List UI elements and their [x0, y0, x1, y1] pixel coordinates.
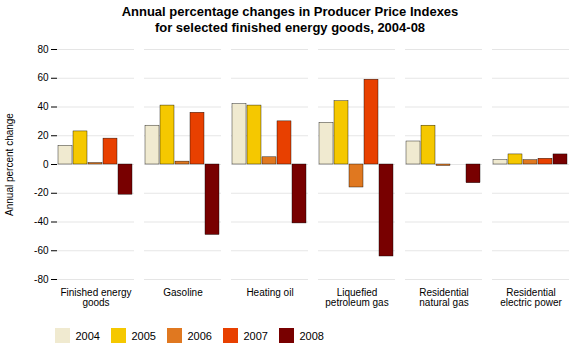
svg-text:20: 20 — [37, 130, 49, 141]
html-text:Annual percentage changes in P: Annual percentage changes in Producer Pr… — [121, 4, 459, 35]
html-text:2005: 2005 — [131, 329, 156, 342]
html-text:2004: 2004 — [75, 329, 100, 342]
svg-text:Annual percent change: Annual percent change — [4, 113, 15, 216]
svg-text:Residentialelectric power: Residentialelectric power — [500, 287, 562, 308]
html-text:2007: 2007 — [243, 329, 268, 342]
svg-text:Gasoline: Gasoline — [163, 287, 203, 298]
svg-text:80: 80 — [37, 44, 49, 55]
svg-text:0: 0 — [43, 159, 49, 170]
svg-text:-60: -60 — [34, 245, 49, 256]
html-text:2008: 2008 — [299, 329, 324, 342]
svg-text:-20: -20 — [34, 188, 49, 199]
svg-text:Finished energygoods: Finished energygoods — [60, 287, 131, 308]
svg-text:60: 60 — [37, 73, 49, 84]
svg-text:-40: -40 — [34, 216, 49, 227]
svg-text:Liquefiedpetroleum gas: Liquefiedpetroleum gas — [325, 287, 388, 308]
html-text:2006: 2006 — [187, 329, 212, 342]
svg-text:40: 40 — [37, 101, 49, 112]
svg-text:Residentialnatural gas: Residentialnatural gas — [419, 287, 468, 308]
svg-text:Heating oil: Heating oil — [246, 287, 293, 298]
svg-text:-80: -80 — [34, 274, 49, 285]
